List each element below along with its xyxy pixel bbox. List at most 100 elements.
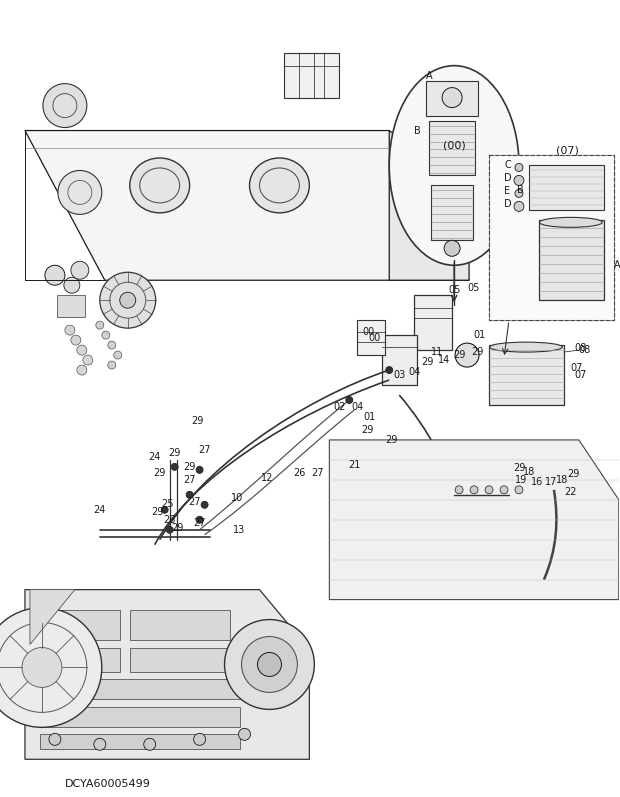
Text: 14: 14 bbox=[438, 355, 450, 365]
Text: 26: 26 bbox=[164, 515, 176, 524]
Circle shape bbox=[108, 341, 116, 349]
Text: 27: 27 bbox=[193, 518, 206, 528]
Text: 29: 29 bbox=[385, 435, 397, 445]
Text: 07: 07 bbox=[575, 370, 587, 380]
Polygon shape bbox=[30, 590, 75, 645]
Text: 02: 02 bbox=[333, 402, 345, 412]
Bar bbox=[383, 335, 417, 385]
Circle shape bbox=[71, 261, 89, 279]
Circle shape bbox=[102, 331, 110, 339]
Text: 18: 18 bbox=[523, 467, 535, 477]
Text: 27: 27 bbox=[184, 475, 196, 485]
Circle shape bbox=[239, 728, 250, 740]
Ellipse shape bbox=[130, 158, 190, 213]
Circle shape bbox=[455, 486, 463, 494]
Text: 17: 17 bbox=[545, 477, 557, 487]
Text: 27: 27 bbox=[311, 468, 324, 478]
Circle shape bbox=[83, 355, 93, 365]
Text: 29: 29 bbox=[453, 350, 465, 360]
Text: 03: 03 bbox=[393, 370, 405, 380]
Circle shape bbox=[196, 516, 203, 524]
Text: 22: 22 bbox=[565, 487, 577, 497]
Circle shape bbox=[193, 733, 206, 745]
Bar bbox=[40, 647, 120, 673]
Text: 05: 05 bbox=[468, 283, 481, 293]
Bar bbox=[40, 734, 239, 749]
Circle shape bbox=[171, 463, 178, 470]
Circle shape bbox=[455, 344, 479, 367]
Text: A: A bbox=[426, 71, 433, 80]
Text: B: B bbox=[414, 126, 420, 135]
Bar bbox=[529, 166, 604, 210]
Circle shape bbox=[77, 365, 87, 375]
Bar bbox=[426, 80, 478, 116]
Circle shape bbox=[94, 738, 106, 750]
Text: 29: 29 bbox=[471, 347, 483, 357]
Circle shape bbox=[43, 84, 87, 128]
Text: 11: 11 bbox=[431, 347, 443, 357]
Bar bbox=[40, 708, 239, 728]
Bar bbox=[357, 320, 385, 355]
Circle shape bbox=[444, 241, 460, 257]
Text: 29: 29 bbox=[184, 462, 196, 472]
Text: 00: 00 bbox=[362, 327, 374, 337]
Circle shape bbox=[196, 466, 203, 473]
Circle shape bbox=[514, 175, 524, 186]
Text: 29: 29 bbox=[169, 448, 181, 458]
Text: (07): (07) bbox=[556, 146, 579, 155]
Circle shape bbox=[161, 506, 168, 513]
Circle shape bbox=[257, 653, 281, 677]
Text: E: E bbox=[504, 186, 510, 196]
Text: 13: 13 bbox=[233, 524, 246, 535]
Circle shape bbox=[120, 292, 136, 308]
Circle shape bbox=[49, 733, 61, 745]
FancyBboxPatch shape bbox=[489, 155, 614, 320]
Bar bbox=[285, 53, 339, 97]
Polygon shape bbox=[25, 131, 469, 281]
Text: 21: 21 bbox=[348, 460, 360, 470]
Text: 08: 08 bbox=[579, 345, 591, 355]
Circle shape bbox=[515, 163, 523, 171]
Bar bbox=[489, 155, 614, 320]
Bar bbox=[429, 120, 475, 175]
Circle shape bbox=[65, 325, 75, 335]
Circle shape bbox=[442, 88, 462, 108]
Text: 00: 00 bbox=[368, 333, 381, 344]
Circle shape bbox=[470, 486, 478, 494]
Text: D: D bbox=[504, 174, 511, 183]
Circle shape bbox=[58, 171, 102, 214]
Bar bbox=[431, 186, 473, 241]
Bar bbox=[489, 345, 564, 405]
Text: 29: 29 bbox=[172, 523, 184, 532]
Bar bbox=[130, 647, 229, 673]
Polygon shape bbox=[25, 590, 309, 760]
Polygon shape bbox=[389, 131, 469, 281]
Circle shape bbox=[485, 486, 493, 494]
Text: 08: 08 bbox=[575, 343, 587, 353]
Circle shape bbox=[71, 335, 81, 345]
Bar bbox=[40, 610, 120, 639]
Bar bbox=[539, 220, 604, 300]
Bar bbox=[130, 610, 229, 639]
Text: B: B bbox=[517, 186, 524, 195]
Text: 07: 07 bbox=[570, 363, 583, 373]
Text: DCYA60005499: DCYA60005499 bbox=[65, 779, 151, 789]
Text: 10: 10 bbox=[231, 493, 244, 503]
Bar bbox=[414, 295, 452, 350]
Polygon shape bbox=[329, 440, 619, 599]
Text: 04: 04 bbox=[351, 402, 363, 412]
Text: 05: 05 bbox=[448, 285, 460, 295]
Text: 04: 04 bbox=[408, 367, 420, 377]
Circle shape bbox=[64, 277, 80, 293]
Text: 29: 29 bbox=[513, 463, 525, 473]
Text: 29: 29 bbox=[568, 469, 580, 479]
Bar bbox=[40, 680, 239, 700]
Circle shape bbox=[22, 647, 62, 688]
Circle shape bbox=[346, 396, 353, 403]
Circle shape bbox=[100, 273, 156, 328]
Circle shape bbox=[186, 491, 193, 498]
Circle shape bbox=[514, 202, 524, 211]
Text: 29: 29 bbox=[151, 507, 164, 516]
Text: 29: 29 bbox=[421, 357, 433, 367]
Text: 24: 24 bbox=[94, 505, 106, 515]
